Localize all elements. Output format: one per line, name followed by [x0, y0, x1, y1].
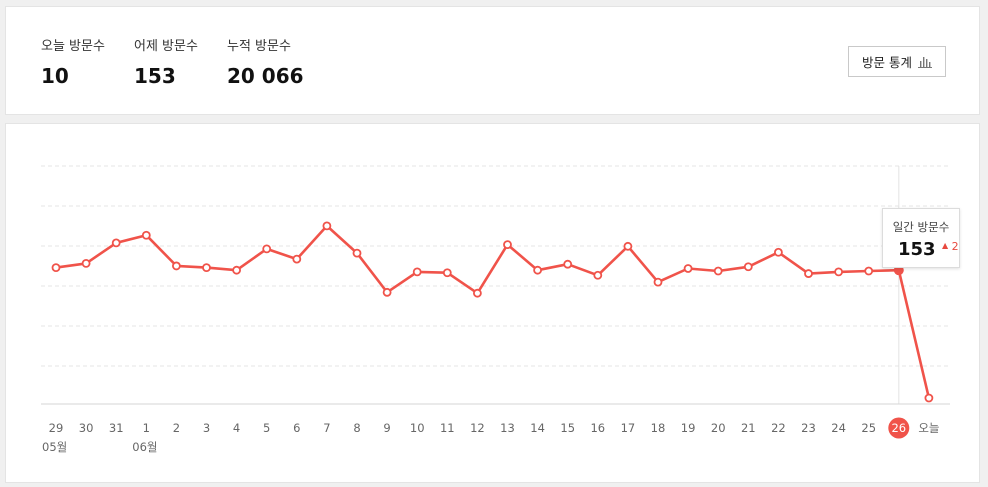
- x-tick-label: 오늘: [918, 421, 939, 435]
- x-tick-label: 11: [440, 421, 455, 435]
- x-tick-label: 31: [109, 421, 124, 435]
- data-point: [352, 248, 362, 258]
- data-point: [593, 270, 603, 280]
- x-tick-label: 8: [353, 421, 360, 435]
- data-point: [262, 244, 272, 254]
- data-point: [442, 268, 452, 278]
- data-point: [743, 262, 753, 272]
- x-tick-label: 20: [711, 421, 726, 435]
- arrow-up-icon: ▲: [942, 241, 949, 250]
- highlighted-tick-badge: [888, 417, 910, 439]
- data-point: [111, 238, 121, 248]
- x-tick-label: 5: [263, 421, 270, 435]
- x-tick-label: 22: [771, 421, 786, 435]
- tooltip-value: 153: [898, 239, 936, 260]
- visits-points: [51, 221, 934, 403]
- x-tick-label: 10: [410, 421, 425, 435]
- x-tick-label: 29: [49, 421, 64, 435]
- x-tick-label: 7: [323, 421, 330, 435]
- today-visits-label: 오늘 방문수: [41, 39, 105, 54]
- data-point: [864, 266, 874, 276]
- bar-chart-icon: [917, 56, 932, 68]
- data-point: [81, 258, 91, 268]
- tooltip-title: 일간 방문수: [892, 220, 950, 234]
- data-point: [472, 288, 482, 298]
- x-tick-label: 18: [651, 421, 666, 435]
- data-point: [382, 287, 392, 297]
- data-point: [533, 265, 542, 275]
- daily-visits-chart: 29 30 31 1 2 3 4 5 6 7 8 9 10 11 12 13 14 15 16 17 18 19 20 21 2…: [41, 165, 950, 454]
- x-tick-label: 19: [681, 421, 696, 435]
- tooltip-change: ▲ 2: [942, 240, 959, 253]
- today-visits-stat: 오늘 방문수 10: [41, 35, 105, 88]
- data-point: [322, 221, 332, 231]
- month-label: 06월: [132, 440, 157, 454]
- data-point: [653, 277, 663, 287]
- data-point: [623, 241, 633, 251]
- total-visits-stat: 누적 방문수 20 066: [227, 35, 304, 88]
- data-point: [804, 269, 813, 278]
- grid-lines: [41, 165, 950, 404]
- data-point: [51, 263, 61, 273]
- today-visits-value: 10: [41, 64, 69, 88]
- data-point: [683, 264, 693, 273]
- data-point: [232, 265, 242, 275]
- visits-series: [55, 224, 931, 399]
- x-tick-label: 15: [560, 421, 575, 435]
- visit-stats-button-label: 방문 통계: [862, 55, 912, 70]
- data-point: [412, 267, 422, 277]
- data-point: [924, 393, 934, 403]
- stats-summary-card: 오늘 방문수 10 어제 방문수 153 누적 방문수 20 066 방문 통계: [5, 6, 980, 115]
- x-tick-label: 1: [143, 421, 150, 435]
- x-tick-label: 12: [470, 421, 485, 435]
- x-tick-label: 17: [621, 421, 636, 435]
- x-tick-label: 26: [891, 421, 906, 435]
- x-tick-label: 4: [233, 421, 240, 435]
- daily-visits-chart-card: 29 30 31 1 2 3 4 5 6 7 8 9 10 11 12 13 14 15 16 17 18 19 20 21 2…: [5, 123, 980, 483]
- visits-line: [55, 224, 931, 399]
- x-axis-tick-labels: 29 30 31 1 2 3 4 5 6 7 8 9 10 11 12 13 14 15 16 17 18 19 20 21 2…: [42, 417, 939, 454]
- data-point: [563, 259, 573, 269]
- total-visits-value: 20 066: [227, 64, 304, 88]
- yesterday-visits-stat: 어제 방문수 153: [134, 35, 198, 88]
- x-tick-label: 21: [741, 421, 756, 435]
- x-tick-label: 24: [831, 421, 846, 435]
- data-point: [713, 266, 723, 276]
- data-point: [774, 247, 783, 257]
- tooltip-change-value: 2: [951, 240, 959, 253]
- x-tick-label: 9: [383, 421, 390, 435]
- daily-visits-tooltip: 일간 방문수 153 ▲ 2: [882, 208, 960, 268]
- yesterday-visits-label: 어제 방문수: [134, 39, 198, 54]
- yesterday-visits-value: 153: [134, 64, 176, 88]
- data-point: [202, 263, 211, 273]
- data-point: [292, 254, 302, 264]
- x-tick-label: 16: [590, 421, 605, 435]
- visit-stats-button[interactable]: 방문 통계: [848, 46, 946, 77]
- x-tick-label: 6: [293, 421, 300, 435]
- x-tick-label: 25: [861, 421, 876, 435]
- month-label: 05월: [42, 440, 67, 454]
- data-point: [834, 267, 843, 277]
- total-visits-label: 누적 방문수: [227, 39, 291, 54]
- x-tick-label: 23: [801, 421, 816, 435]
- data-point: [141, 230, 151, 240]
- x-tick-label: 13: [500, 421, 515, 435]
- data-point: [171, 261, 181, 271]
- data-point: [503, 240, 512, 250]
- x-tick-label: 3: [203, 421, 210, 435]
- x-tick-label: 14: [530, 421, 545, 435]
- x-tick-label: 30: [79, 421, 94, 435]
- x-tick-label: 2: [173, 421, 180, 435]
